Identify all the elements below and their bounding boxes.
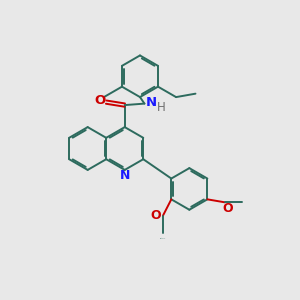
Text: N: N	[119, 169, 130, 182]
Text: O: O	[94, 94, 105, 107]
Text: O: O	[222, 202, 233, 215]
Text: O: O	[150, 209, 161, 222]
Text: methoxy: methoxy	[160, 238, 166, 239]
Text: H: H	[156, 101, 165, 114]
Text: N: N	[146, 96, 157, 109]
